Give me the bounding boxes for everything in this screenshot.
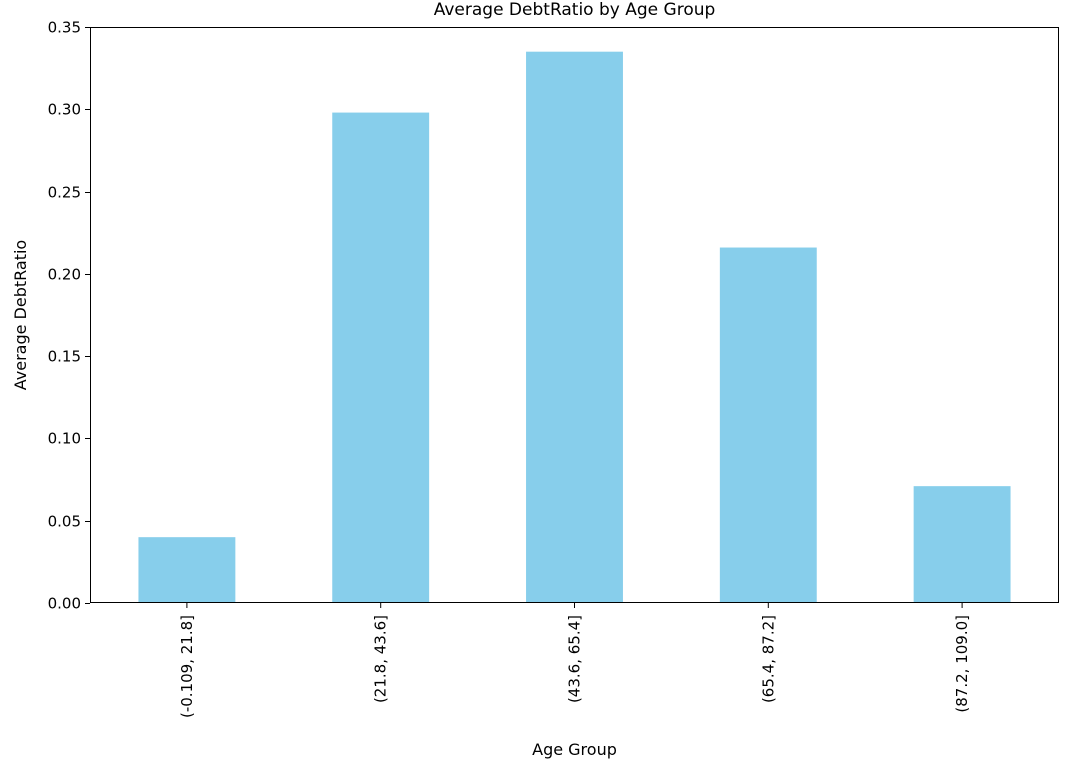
- y-tick-label: 0.30: [48, 101, 81, 119]
- x-axis-label: Age Group: [532, 740, 617, 759]
- bars-group: [138, 51, 1011, 604]
- x-tick-label: (87.2, 109.0]: [953, 615, 971, 713]
- bar: [913, 486, 1011, 603]
- y-tick-label: 0.15: [48, 348, 81, 366]
- y-tick-label: 0.25: [48, 184, 81, 202]
- bar: [719, 247, 817, 604]
- y-axis-ticks: 0.00 0.05 0.10 0.15 0.20 0.25 0.30 0.35: [48, 19, 90, 613]
- x-tick-label: (43.6, 65.4]: [566, 615, 584, 703]
- x-axis-ticks: (-0.109, 21.8] (21.8, 43.6] (43.6, 65.4] (6…: [178, 603, 971, 718]
- bar: [526, 51, 623, 603]
- y-tick-label: 0.05: [48, 513, 81, 531]
- y-tick-label: 0.10: [48, 430, 81, 448]
- plot-frame: [90, 27, 1059, 603]
- x-tick-label: (-0.109, 21.8]: [178, 615, 196, 718]
- chart-title: Average DebtRatio by Age Group: [434, 0, 716, 20]
- y-tick-label: 0.00: [48, 595, 81, 613]
- x-tick-label: (21.8, 43.6]: [372, 615, 390, 703]
- y-axis-label: Average DebtRatio: [11, 240, 30, 390]
- bar: [138, 537, 236, 603]
- y-tick-label: 0.35: [48, 19, 81, 37]
- y-tick-label: 0.20: [48, 266, 81, 284]
- bar: [332, 112, 430, 603]
- x-tick-label: (65.4, 87.2]: [759, 615, 777, 703]
